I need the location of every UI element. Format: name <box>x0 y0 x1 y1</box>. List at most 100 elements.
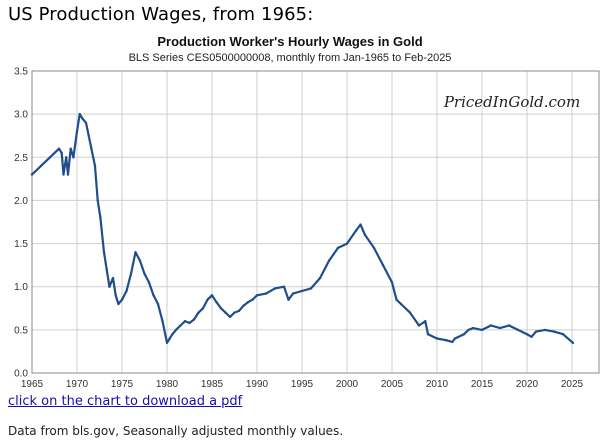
data-point <box>215 301 218 304</box>
data-point <box>453 337 457 340</box>
x-tick-label: 2000 <box>336 379 359 390</box>
data-point <box>165 341 169 344</box>
download-pdf-link[interactable]: click on the chart to download a pdf <box>8 394 243 409</box>
data-point <box>264 292 268 295</box>
data-point <box>152 294 155 297</box>
chart-subtitle: BLS Series CES0500000008, monthly from J… <box>129 52 452 64</box>
x-tick-label: 2025 <box>561 379 584 390</box>
data-point <box>255 294 259 297</box>
data-point <box>48 156 52 159</box>
x-tick-label: 1980 <box>156 379 179 390</box>
data-point <box>467 328 470 332</box>
data-point <box>138 259 142 262</box>
data-point <box>291 292 295 295</box>
data-point <box>129 272 133 275</box>
data-point <box>480 328 484 332</box>
data-point <box>534 330 538 333</box>
data-point <box>192 318 196 321</box>
page-heading: US Production Wages, from 1965: <box>8 4 314 25</box>
data-point <box>210 294 214 297</box>
data-point <box>57 147 61 150</box>
data-point <box>87 134 90 137</box>
data-point <box>471 326 475 330</box>
data-point <box>408 311 412 314</box>
data-point <box>134 251 137 254</box>
chart-svg[interactable]: Production Worker's Hourly Wages in Gold… <box>0 28 606 398</box>
x-tick-label: 2005 <box>381 379 404 390</box>
data-point <box>62 173 65 176</box>
data-point <box>188 321 191 325</box>
data-point <box>219 307 223 310</box>
data-point <box>114 294 117 297</box>
data-point <box>273 287 277 290</box>
data-point <box>354 229 358 232</box>
data-point <box>435 337 439 340</box>
data-point <box>206 298 209 301</box>
data-point <box>108 285 111 288</box>
data-point <box>462 333 466 336</box>
x-tick-label: 2015 <box>471 379 494 390</box>
data-point <box>90 147 93 150</box>
data-point <box>246 301 250 304</box>
data-point <box>399 302 403 306</box>
data-point <box>65 156 68 159</box>
data-point <box>147 281 151 284</box>
data-point <box>39 164 43 168</box>
data-point <box>105 268 108 271</box>
plot-border <box>31 70 600 374</box>
data-point <box>78 112 81 116</box>
data-point <box>161 320 164 323</box>
y-tick-label: 1.5 <box>14 239 28 250</box>
data-point <box>516 328 520 332</box>
data-point <box>120 298 124 301</box>
data-point <box>60 151 63 155</box>
data-point <box>489 324 493 327</box>
chart-container[interactable]: Production Worker's Hourly Wages in Gold… <box>0 28 606 398</box>
data-point <box>507 324 511 327</box>
data-point <box>318 276 322 280</box>
data-point <box>99 216 102 219</box>
axes: 1965 1970 1975 1980 1985 1990 1995 2000 2005 2010… <box>14 67 600 390</box>
chart-title: Production Worker's Hourly Wages in Gold <box>157 34 422 49</box>
data-point <box>102 251 106 254</box>
x-tick-label: 1985 <box>201 379 224 390</box>
data-point <box>84 121 88 125</box>
data-point <box>183 320 187 323</box>
data-source-note: Data from bls.gov, Seasonally adjusted m… <box>8 424 344 438</box>
data-point <box>171 333 174 336</box>
y-tick-label: 0.5 <box>14 325 28 336</box>
data-point <box>224 311 227 314</box>
watermark-text: PricedInGold.com <box>443 93 580 111</box>
data-point <box>168 337 171 340</box>
x-tick-label: 1970 <box>66 379 89 390</box>
x-tick-label: 1965 <box>21 379 44 390</box>
data-point <box>72 156 75 159</box>
data-point <box>552 330 556 333</box>
data-point <box>117 302 120 306</box>
data-point <box>179 324 182 327</box>
y-tick-label: 3.5 <box>14 67 28 78</box>
data-point <box>424 320 427 323</box>
data-point <box>300 289 304 293</box>
data-point <box>309 287 313 290</box>
data-point <box>381 263 385 267</box>
y-tick-label: 3.0 <box>14 110 28 121</box>
data-point <box>125 289 128 293</box>
x-tick-label: 2010 <box>426 379 449 390</box>
data-point <box>451 340 454 344</box>
data-point <box>237 309 241 313</box>
x-tick-label: 2020 <box>516 379 539 390</box>
data-point <box>359 223 362 226</box>
data-point <box>156 302 160 306</box>
data-point <box>282 285 286 288</box>
data-point <box>372 246 376 250</box>
data-point <box>571 341 575 344</box>
data-point <box>143 272 146 275</box>
y-tick-label: 2.0 <box>14 196 28 207</box>
data-point <box>197 311 200 314</box>
plot-area <box>32 71 599 373</box>
data-point <box>174 328 178 332</box>
data-point <box>327 259 331 262</box>
data-point <box>66 173 70 176</box>
data-point <box>530 335 533 338</box>
